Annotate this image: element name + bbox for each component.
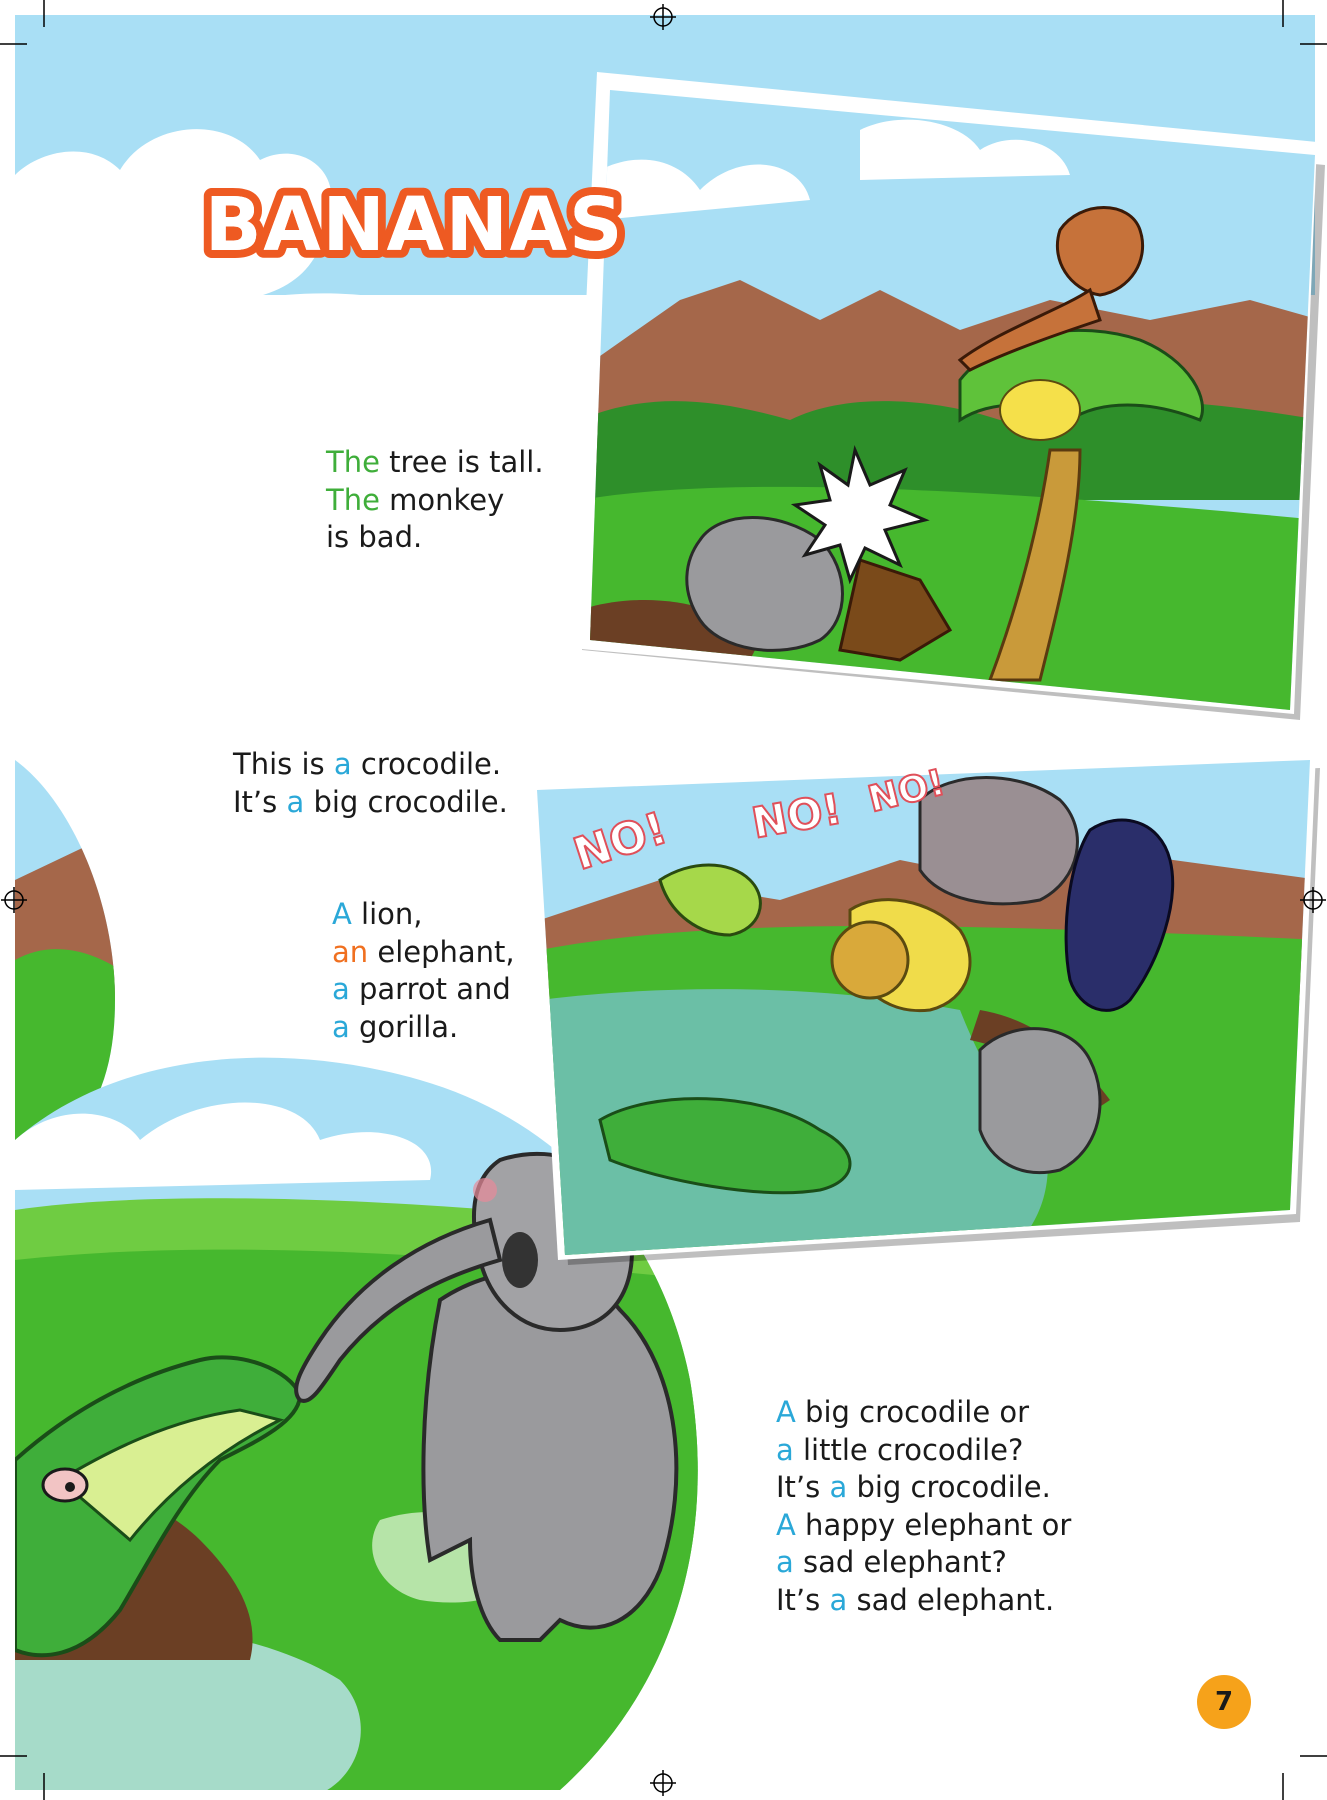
article-word: A — [776, 1507, 796, 1542]
bubble-no-1: NO! — [568, 803, 673, 881]
text-line: a parrot and — [332, 971, 515, 1009]
page-number-badge: 7 — [1197, 1675, 1251, 1729]
text-line: A big crocodile or — [776, 1394, 1071, 1432]
text-line: The monkey — [326, 482, 544, 520]
sentence-text: sad elephant? — [793, 1545, 1007, 1579]
sentence-text: lion, — [351, 897, 423, 931]
svg-text:BANANAS: BANANAS — [205, 182, 624, 268]
text-line: is bad. — [326, 519, 544, 557]
impact-burst — [790, 444, 930, 585]
text-block-3: A lion, an elephant, a parrot and a gorilla… — [332, 896, 515, 1046]
text-line: A lion, — [332, 896, 515, 934]
article-word: a — [332, 972, 350, 1006]
text-block-2: This is a crocodile. It’s a big crocodile… — [233, 746, 508, 821]
bubble-no-3: NO! — [864, 762, 949, 820]
sentence-text: It’s — [233, 784, 287, 819]
panel-2-art — [537, 760, 1310, 1255]
sentence-text: It’s — [776, 1470, 830, 1504]
text-line: a gorilla. — [332, 1009, 515, 1047]
sentence-text: sad elephant. — [847, 1582, 1055, 1617]
sentence-text: little crocodile? — [793, 1432, 1024, 1467]
article-word: A — [332, 897, 352, 931]
text-line: A happy elephant or — [776, 1507, 1071, 1545]
article-word: The — [326, 482, 380, 517]
text-line: The tree is tall. — [326, 444, 544, 482]
text-block-1: The tree is tall. The monkey is bad. — [326, 444, 544, 557]
text-line: a little crocodile? — [776, 1432, 1071, 1470]
text-line: It’s a sad elephant. — [776, 1582, 1071, 1620]
sentence-text: monkey — [379, 482, 505, 517]
bubble-no-2: NO! — [748, 784, 845, 848]
article-word: an — [332, 934, 369, 969]
article-word: a — [829, 1582, 848, 1617]
text-line: This is a crocodile. — [233, 746, 508, 784]
article-word: The — [326, 445, 380, 479]
article-word: a — [829, 1470, 848, 1504]
sentence-text: It’s — [776, 1582, 830, 1617]
text-block-4: A big crocodile or a little crocodile? It’… — [776, 1394, 1071, 1619]
article-word: A — [776, 1395, 796, 1429]
article-word: a — [286, 784, 305, 819]
sentence-text: This is — [233, 747, 334, 781]
sentence-text: gorilla. — [349, 1009, 459, 1044]
title-lettering: BANANAS BANANAS — [197, 174, 630, 276]
sentence-text: happy elephant or — [795, 1507, 1072, 1542]
sentence-text: parrot and — [349, 972, 511, 1006]
text-line: a sad elephant? — [776, 1544, 1071, 1582]
article-word: a — [332, 1009, 350, 1044]
svg-text:BANANAS: BANANAS — [205, 182, 624, 268]
monkey-illustration — [1055, 206, 1145, 297]
river-water — [15, 1625, 361, 1790]
article-word: a — [776, 1432, 794, 1467]
text-line: It’s a big crocodile. — [233, 784, 508, 822]
article-word: a — [333, 747, 352, 781]
text-line: It’s a big crocodile. — [776, 1469, 1071, 1507]
sentence-text: crocodile. — [351, 747, 502, 781]
sentence-text: is bad. — [326, 520, 423, 554]
sentence-text: tree is tall. — [379, 445, 544, 479]
article-word: a — [776, 1545, 794, 1579]
cloud-top — [15, 129, 332, 310]
sentence-text: big crocodile. — [847, 1470, 1051, 1504]
sentence-text: big crocodile. — [304, 784, 508, 819]
sentence-text: big crocodile or — [795, 1395, 1030, 1429]
sentence-text: elephant, — [368, 934, 515, 969]
text-line: an elephant, — [332, 934, 515, 972]
